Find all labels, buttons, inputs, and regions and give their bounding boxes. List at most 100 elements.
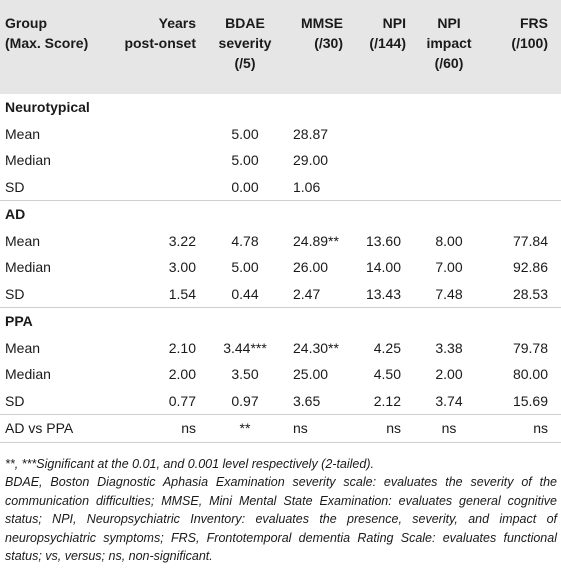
table-header-row: Group (Max. Score) Years post-onset BDAE se…: [0, 0, 561, 94]
cell-npi-impact: 3.74: [435, 392, 463, 409]
cell-years: 3.22: [168, 232, 196, 249]
cell-npi-impact: 7.48: [435, 285, 463, 302]
row-label: SD: [5, 392, 25, 409]
cell-mmse: ns: [281, 414, 356, 443]
header-group: Group (Max. Score): [5, 15, 89, 51]
cell-npi: 13.43: [365, 285, 401, 302]
cell-npi: 4.25: [373, 339, 401, 356]
cell-mmse: 2.47: [293, 285, 321, 302]
group-label: Neurotypical: [5, 99, 90, 116]
cell-mmse: 3.65: [293, 392, 321, 409]
table-body: Neurotypical Mean 5.00 28.87 Median 5.00…: [0, 94, 561, 443]
cell-frs: 28.53: [512, 285, 548, 302]
cell-mmse: 24.89**: [293, 232, 339, 249]
cell-npi: [356, 121, 414, 148]
cell-years: 2.10: [168, 339, 196, 356]
cell-frs: [484, 147, 561, 174]
group-row-neurotypical: Neurotypical: [0, 94, 561, 121]
cell-npi: 13.60: [365, 232, 401, 249]
significance-note: **, ***Significant at the 0.01, and 0.00…: [5, 457, 374, 471]
cell-mmse: 29.00: [293, 152, 329, 169]
cell-years: 2.00: [168, 366, 196, 383]
cell-years: 0.77: [168, 392, 196, 409]
cell-bdae: 3.44***: [223, 339, 267, 356]
cell-mmse: 25.00: [293, 366, 329, 383]
cell-npi: 4.50: [373, 366, 401, 383]
cell-mmse: 26.00: [293, 259, 329, 276]
group-row-ppa: PPA: [0, 307, 561, 335]
row-label: Median: [5, 152, 51, 169]
cell-bdae: 5.00: [231, 152, 259, 169]
cell-frs: 79.78: [512, 339, 548, 356]
cell-mmse: 24.30**: [293, 339, 339, 356]
cell-npi: [356, 174, 414, 201]
cell-frs: 92.86: [512, 259, 548, 276]
cell-bdae: 0.44: [231, 285, 259, 302]
cell-npi-impact: 2.00: [435, 366, 463, 383]
table-row: SD 0.77 0.97 3.65 2.12 3.74 15.69: [0, 388, 561, 415]
row-label: Mean: [5, 339, 41, 356]
row-label: SD: [5, 178, 25, 195]
comparison-row: AD vs PPA ns ** ns ns ns ns: [0, 414, 561, 443]
cell-frs: 15.69: [512, 392, 548, 409]
group-row-ad: AD: [0, 200, 561, 228]
row-label: AD vs PPA: [0, 414, 113, 443]
table-row: SD 1.54 0.44 2.47 13.43 7.48 28.53: [0, 281, 561, 308]
table-footnotes: **, ***Significant at the 0.01, and 0.00…: [5, 455, 557, 565]
cell-npi: [356, 147, 414, 174]
group-label: PPA: [0, 307, 561, 335]
cell-years: [113, 121, 209, 148]
header-npi: NPI (/144): [369, 15, 406, 51]
header-years-post-onset: Years post-onset: [124, 15, 196, 51]
cell-bdae: 0.97: [231, 392, 259, 409]
cell-bdae: **: [209, 414, 281, 443]
table-row: SD 0.00 1.06: [0, 174, 561, 201]
table-row: Median 2.00 3.50 25.00 4.50 2.00 80.00: [0, 361, 561, 388]
row-label: SD: [5, 285, 25, 302]
cell-years: [113, 174, 209, 201]
cell-mmse: 28.87: [293, 125, 329, 142]
table-row: Mean 3.22 4.78 24.89** 13.60 8.00 77.84: [0, 228, 561, 255]
cell-frs: 80.00: [512, 366, 548, 383]
table-row: Median 5.00 29.00: [0, 147, 561, 174]
row-label: Median: [5, 259, 51, 276]
cell-npi-impact: [414, 147, 484, 174]
results-table: Group (Max. Score) Years post-onset BDAE se…: [0, 0, 561, 443]
results-table-container: Group (Max. Score) Years post-onset BDAE se…: [0, 0, 561, 443]
group-label: AD: [0, 200, 561, 228]
cell-frs: [484, 121, 561, 148]
cell-npi-impact: [414, 174, 484, 201]
header-npi-impact: NPI impact (/60): [426, 15, 472, 71]
cell-bdae: 4.78: [231, 232, 259, 249]
table-row: Median 3.00 5.00 26.00 14.00 7.00 92.86: [0, 254, 561, 281]
header-bdae-severity: BDAE severity (/5): [218, 15, 272, 71]
row-label: Mean: [5, 232, 41, 249]
cell-years: ns: [113, 414, 209, 443]
row-label: Mean: [5, 125, 41, 142]
cell-bdae: 0.00: [231, 178, 259, 195]
cell-bdae: 5.00: [231, 125, 259, 142]
cell-npi-impact: [414, 121, 484, 148]
header-frs: FRS (/100): [511, 15, 548, 51]
cell-npi-impact: ns: [414, 414, 484, 443]
table-row: Mean 5.00 28.87: [0, 121, 561, 148]
cell-bdae: 3.50: [231, 366, 259, 383]
cell-npi: 14.00: [365, 259, 401, 276]
cell-years: 3.00: [168, 259, 196, 276]
cell-npi-impact: 7.00: [435, 259, 463, 276]
cell-npi: 2.12: [373, 392, 401, 409]
table-row: Mean 2.10 3.44*** 24.30** 4.25 3.38 79.7…: [0, 335, 561, 362]
cell-frs: 77.84: [512, 232, 548, 249]
cell-years: [113, 147, 209, 174]
cell-npi-impact: 3.38: [435, 339, 463, 356]
cell-npi: ns: [356, 414, 414, 443]
header-mmse: MMSE (/30): [301, 15, 343, 51]
cell-frs: [484, 174, 561, 201]
row-label: Median: [5, 366, 51, 383]
cell-bdae: 5.00: [231, 259, 259, 276]
cell-npi-impact: 8.00: [435, 232, 463, 249]
cell-years: 1.54: [168, 285, 196, 302]
cell-mmse: 1.06: [293, 178, 321, 195]
abbreviations-note: BDAE, Boston Diagnostic Aphasia Examinat…: [5, 475, 557, 564]
cell-frs: ns: [484, 414, 561, 443]
